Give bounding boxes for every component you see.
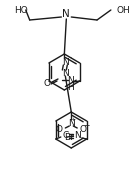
Text: N: N — [62, 68, 69, 78]
Text: N: N — [74, 132, 81, 140]
Text: O: O — [80, 126, 87, 134]
Text: OH: OH — [117, 6, 131, 15]
Text: O: O — [44, 78, 51, 87]
Text: C: C — [63, 132, 69, 140]
Text: O: O — [56, 126, 63, 134]
Text: N: N — [68, 76, 74, 84]
Text: H: H — [68, 83, 74, 92]
Text: N: N — [62, 57, 69, 67]
Text: Br: Br — [64, 132, 74, 142]
Text: HO: HO — [14, 6, 28, 15]
Text: ·: · — [69, 54, 71, 63]
Text: N: N — [68, 119, 75, 129]
Text: N: N — [62, 9, 70, 19]
Text: +: + — [71, 116, 76, 121]
Text: −: − — [83, 121, 89, 131]
